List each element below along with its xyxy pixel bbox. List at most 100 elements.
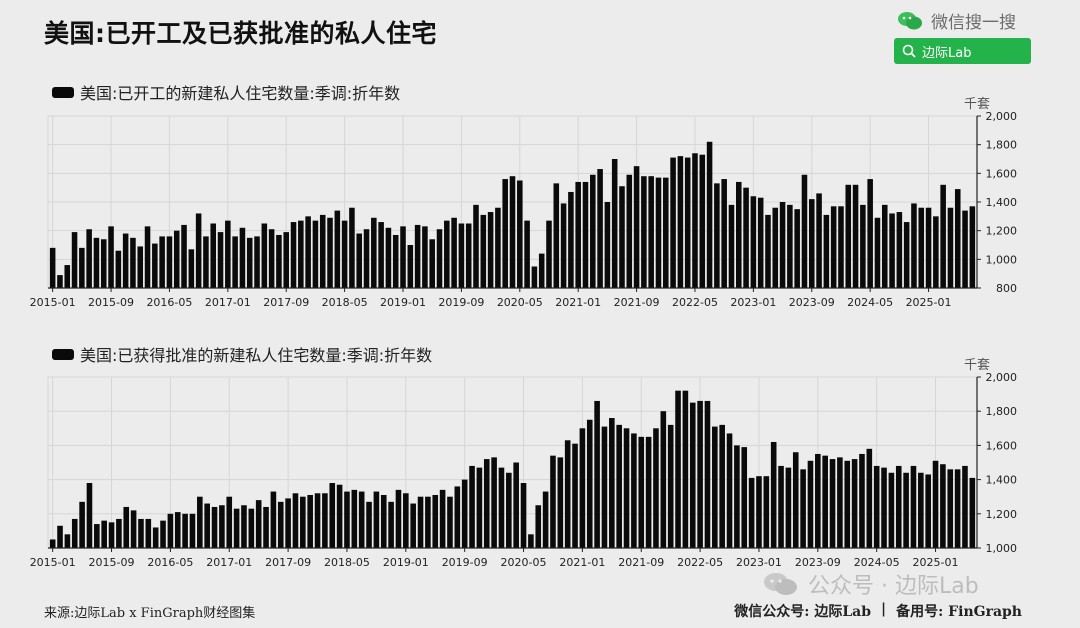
bar — [736, 181, 742, 288]
y-unit-label: 千套 — [964, 96, 990, 112]
footer-account-info: 微信公众号: 边际Lab | 备用号: FinGraph — [734, 601, 1022, 621]
search-button[interactable]: 边际Lab — [894, 38, 1031, 64]
bar — [429, 239, 435, 288]
bar — [469, 465, 475, 548]
bar — [815, 453, 821, 548]
bar — [57, 525, 63, 548]
y-tick-label: 1,800 — [986, 139, 1018, 152]
x-tick-label: 2022-05 — [672, 296, 718, 309]
bar — [684, 157, 691, 288]
x-tick-label: 2025-01 — [906, 296, 952, 309]
search-icon — [902, 44, 916, 58]
chart2-legend: 美国:已获得批准的新建私人住宅数量:季调:折年数 — [52, 342, 432, 366]
x-tick-label: 2016-05 — [147, 556, 193, 569]
x-tick-label: 2015-09 — [88, 296, 134, 309]
bar — [263, 506, 269, 548]
bar — [553, 183, 560, 288]
bar — [476, 467, 483, 548]
bar — [704, 400, 711, 548]
chart1-legend: 美国:已开工的新建私人住宅数量:季调:折年数 — [52, 80, 400, 104]
bar — [741, 447, 748, 548]
bar — [254, 236, 260, 288]
x-tick-label: 2017-09 — [265, 556, 311, 569]
bar — [277, 501, 284, 548]
bar — [881, 204, 888, 288]
search-label: 边际Lab — [922, 45, 972, 61]
bar — [838, 206, 844, 288]
bar — [349, 207, 355, 288]
bar — [152, 527, 159, 548]
bar — [392, 234, 399, 288]
bar — [341, 220, 348, 288]
bar — [954, 189, 961, 288]
x-tick-label: 2016-05 — [146, 296, 192, 309]
bar — [255, 500, 262, 548]
x-tick-label: 2019-09 — [442, 556, 488, 569]
bar — [246, 237, 253, 288]
bar — [319, 214, 326, 288]
chart1-legend-label: 美国:已开工的新建私人住宅数量:季调:折年数 — [80, 84, 401, 103]
bar — [152, 243, 158, 288]
bar — [546, 220, 552, 288]
bar — [586, 419, 593, 548]
y-tick-label: 1,600 — [986, 167, 1018, 180]
bar — [115, 250, 122, 288]
bar — [601, 426, 608, 548]
bar — [590, 174, 596, 288]
bar — [726, 433, 733, 548]
bar — [535, 505, 542, 548]
bar — [911, 203, 917, 288]
bar — [670, 157, 676, 288]
bar — [305, 216, 311, 288]
bar — [483, 459, 490, 548]
y-unit-label: 千套 — [964, 357, 990, 373]
bar — [785, 467, 792, 548]
bar — [867, 179, 873, 288]
bar — [903, 222, 910, 288]
page-title: 美国:已开工及已获批准的私人住宅 — [44, 19, 437, 48]
bar — [167, 513, 174, 548]
bar — [947, 469, 954, 548]
bar — [874, 217, 881, 288]
bar — [312, 220, 319, 288]
bar — [845, 184, 852, 288]
bar — [888, 472, 895, 548]
bar — [123, 506, 130, 548]
bar — [706, 141, 713, 288]
bar — [363, 229, 370, 288]
bar — [144, 226, 151, 288]
bar — [660, 411, 667, 548]
y-tick-label: 2,000 — [986, 110, 1018, 123]
y-tick-label: 800 — [996, 282, 1017, 295]
bar — [520, 483, 527, 548]
bar — [560, 203, 567, 288]
bar — [557, 457, 564, 548]
bar — [807, 460, 814, 548]
bar — [241, 505, 247, 548]
y-tick-label: 1,200 — [986, 508, 1018, 521]
bar — [728, 204, 735, 288]
bar — [619, 186, 625, 288]
bar — [962, 210, 968, 288]
y-tick-label: 1,800 — [986, 405, 1018, 418]
bar — [794, 209, 800, 288]
bar — [327, 217, 333, 288]
bar — [64, 534, 71, 548]
bar — [388, 501, 394, 548]
bar — [285, 498, 291, 548]
bar — [653, 428, 659, 548]
bar — [940, 184, 946, 288]
bar — [895, 465, 902, 548]
bar — [203, 236, 209, 288]
bar — [528, 534, 534, 548]
bar — [417, 496, 424, 548]
bar — [859, 453, 865, 548]
bar — [211, 506, 218, 548]
chart2-legend-label: 美国:已获得批准的新建私人住宅数量:季调:折年数 — [80, 346, 433, 365]
x-tick-label: 2023-01 — [736, 556, 782, 569]
bar — [130, 510, 137, 548]
bar — [721, 179, 727, 288]
watermark: 公众号 · 边际Lab — [762, 568, 979, 600]
bar — [94, 524, 100, 548]
legend-swatch — [52, 86, 74, 98]
